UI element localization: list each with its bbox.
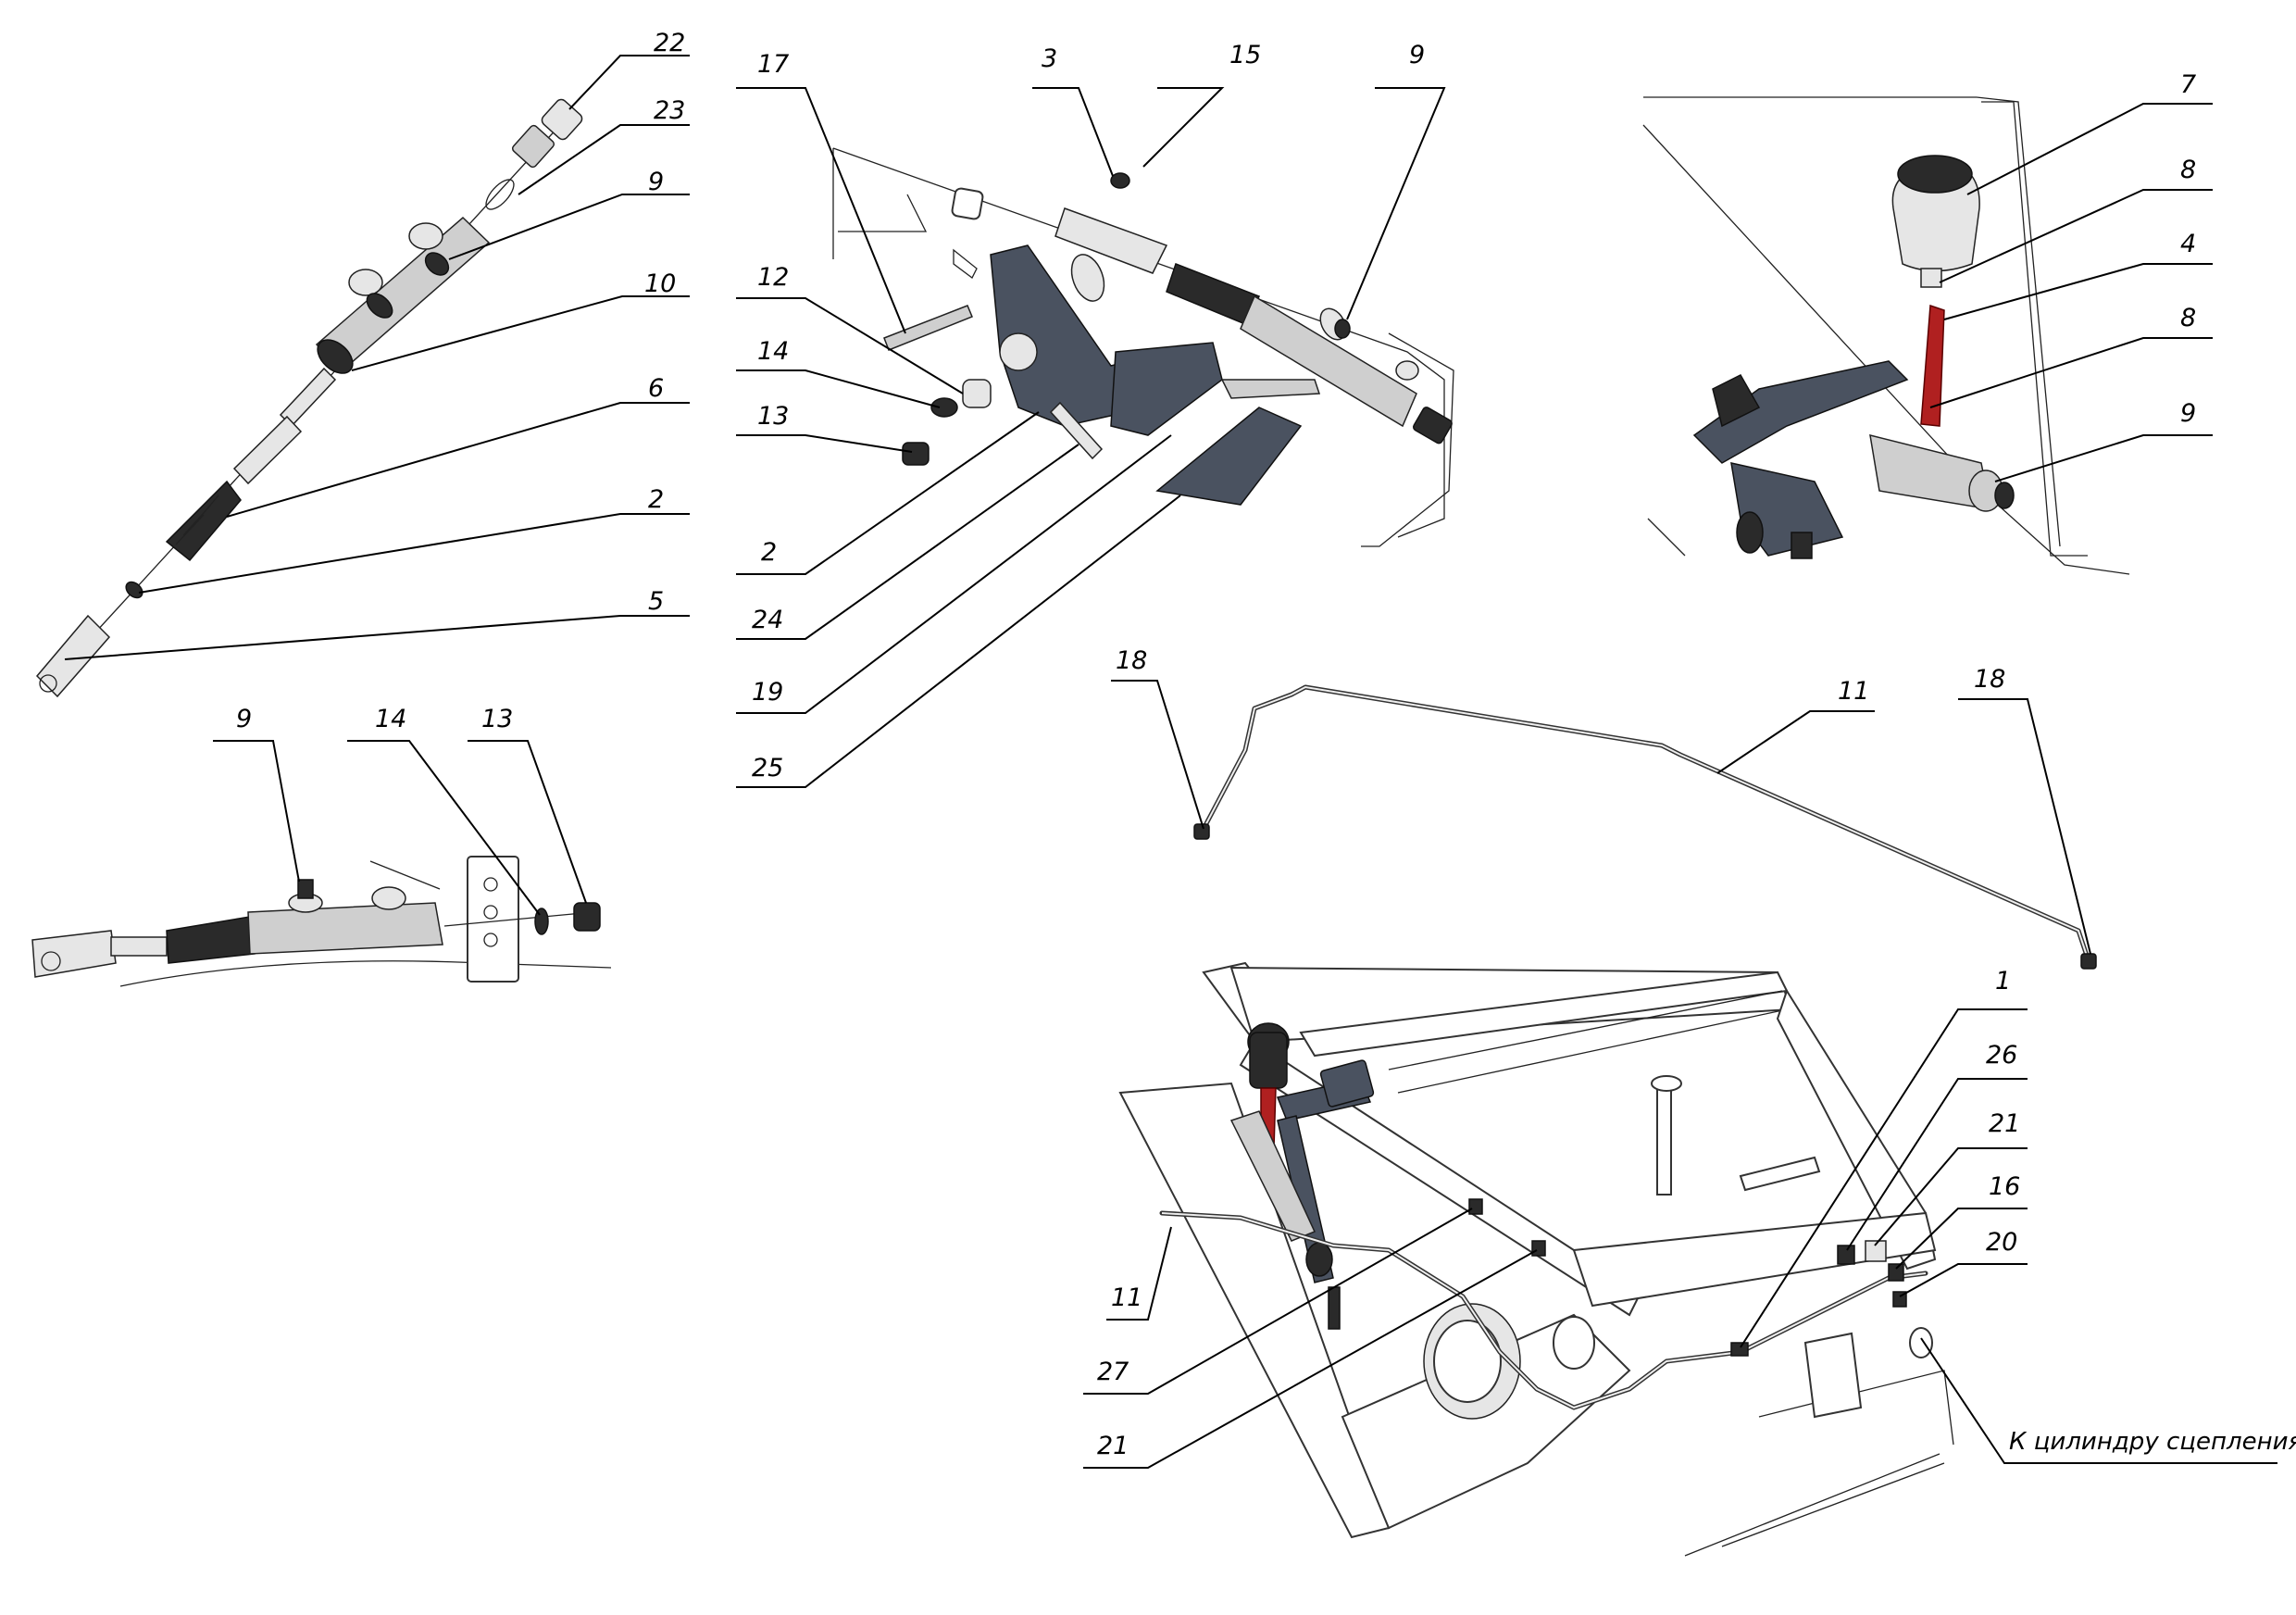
callout-v6-11: 11 bbox=[1111, 1283, 1142, 1312]
view-master-cylinder-exploded: 22 23 9 10 6 2 5 bbox=[35, 29, 690, 698]
callout-v6-27: 27 bbox=[1097, 1358, 1129, 1386]
part-9-cylinder-on-pedal bbox=[1166, 263, 1453, 444]
callout-v4-8b: 8 bbox=[2180, 304, 2196, 332]
callout-v2-9: 9 bbox=[236, 705, 252, 733]
clip-27 bbox=[1468, 1198, 1483, 1215]
callout-v5-11: 11 bbox=[1838, 677, 1869, 706]
part-24-pin bbox=[1049, 401, 1104, 460]
callout-v3-15: 15 bbox=[1229, 41, 1261, 69]
part-23-ring bbox=[485, 179, 515, 210]
clip-21 bbox=[1531, 1240, 1546, 1257]
callout-v3-12: 12 bbox=[757, 263, 789, 292]
callout-v1-6: 6 bbox=[648, 374, 664, 403]
callout-v4-8a: 8 bbox=[2180, 156, 2196, 184]
part-13-nut bbox=[902, 442, 930, 466]
callout-v6-26: 26 bbox=[1986, 1041, 2017, 1070]
callout-v4-7: 7 bbox=[2180, 70, 2196, 99]
callout-v3-14: 14 bbox=[757, 337, 789, 366]
part-2-nut bbox=[125, 581, 144, 599]
callout-v3-13: 13 bbox=[757, 402, 789, 431]
part-3-fork bbox=[1054, 207, 1168, 274]
side-washer-14 bbox=[534, 908, 549, 935]
part-16 bbox=[1888, 1263, 1904, 1282]
part-12-bushing bbox=[962, 379, 992, 408]
callout-v1-5: 5 bbox=[648, 587, 664, 616]
callout-v5-18b: 18 bbox=[1974, 665, 2005, 694]
note-to-clutch-cylinder: К цилиндру сцепления bbox=[2009, 1428, 2296, 1456]
callout-v3-2: 2 bbox=[761, 538, 777, 567]
callout-v1-2: 2 bbox=[648, 485, 664, 514]
part-10-collar bbox=[317, 339, 354, 374]
view-reservoir: 7 8 4 8 9 bbox=[1642, 70, 2213, 575]
part-9-cylinder-rear bbox=[1692, 360, 2015, 559]
callout-v6-16: 16 bbox=[1989, 1172, 2020, 1201]
side-clevis bbox=[31, 930, 117, 978]
part-18-fitting-left bbox=[1193, 823, 1210, 840]
callout-v4-4: 4 bbox=[2180, 230, 2196, 258]
view-frame-installation: 11 27 21 1 26 21 16 20 К цилиндру сцепле… bbox=[1083, 961, 2296, 1557]
frame-pipe-11 bbox=[1159, 1210, 1928, 1410]
side-cylinder-body bbox=[247, 879, 443, 955]
callout-v1-9: 9 bbox=[648, 168, 664, 196]
part-22-fitting bbox=[511, 98, 583, 169]
side-boot bbox=[166, 916, 256, 964]
callout-v3-9: 9 bbox=[1409, 41, 1425, 69]
side-nut-13 bbox=[573, 902, 601, 932]
view-pipe: 18 11 18 bbox=[1111, 646, 2097, 970]
part-14-washer bbox=[930, 397, 958, 418]
part-7-reservoir bbox=[1891, 155, 1980, 288]
fitting-1 bbox=[1730, 1342, 1749, 1357]
part-5-clevis bbox=[35, 614, 111, 698]
callout-v3-19: 19 bbox=[752, 678, 783, 707]
callout-v2-14: 14 bbox=[375, 705, 406, 733]
part-18-fitting-right bbox=[2080, 953, 2097, 970]
callout-v2-13: 13 bbox=[481, 705, 513, 733]
callout-v3-17: 17 bbox=[757, 50, 789, 79]
callout-v6-21b: 21 bbox=[1097, 1432, 1129, 1460]
part-25-pedal-pad bbox=[1110, 342, 1321, 506]
callout-v3-25: 25 bbox=[752, 754, 783, 782]
callout-v1-23: 23 bbox=[654, 96, 685, 125]
view-master-cylinder-side: 9 14 13 bbox=[31, 705, 612, 987]
frame-round-opening bbox=[1423, 1303, 1521, 1420]
part-21-tee bbox=[1865, 1240, 1887, 1262]
callout-v6-1: 1 bbox=[1995, 967, 2011, 995]
callout-v6-21a: 21 bbox=[1989, 1109, 2020, 1138]
callout-v3-3: 3 bbox=[1042, 44, 1057, 73]
callout-v1-10: 10 bbox=[644, 269, 676, 298]
callout-v1-22: 22 bbox=[654, 29, 685, 57]
part-11-pipe bbox=[1201, 684, 2090, 961]
callout-v4-9: 9 bbox=[2180, 399, 2196, 428]
callout-v3-24: 24 bbox=[752, 606, 783, 634]
callout-v5-18a: 18 bbox=[1116, 646, 1147, 675]
part-9-master-cylinder bbox=[315, 216, 491, 372]
callout-v6-20: 20 bbox=[1986, 1228, 2017, 1257]
pushrod bbox=[232, 367, 337, 485]
part-17-spring bbox=[883, 305, 973, 351]
part-4-hose bbox=[1920, 304, 1945, 427]
part-26 bbox=[1837, 1245, 1855, 1265]
part-6-boot bbox=[165, 480, 242, 562]
view-pedal-assembly: 17 3 15 9 12 14 13 2 24 19 25 bbox=[736, 41, 1454, 788]
